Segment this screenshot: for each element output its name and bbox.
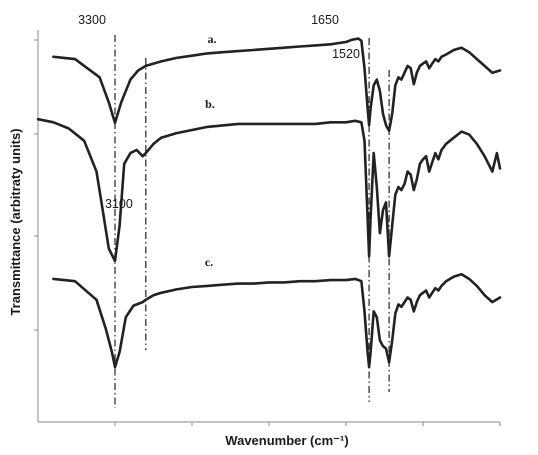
series-3 bbox=[52, 273, 502, 369]
x-axis-label: Wavenumber (cm⁻¹) bbox=[225, 433, 348, 448]
series-label-a: a. bbox=[208, 32, 217, 46]
series-1 bbox=[52, 37, 502, 133]
marker-lines bbox=[114, 35, 390, 408]
series-label-c: c. bbox=[205, 255, 213, 269]
label-group: 3300 3100 1650 1520 a. b. c. Wavenumber … bbox=[8, 13, 360, 448]
spectrum-line bbox=[52, 273, 502, 369]
y-axis-label: Transmittance (arbitraty units) bbox=[8, 128, 23, 315]
spectrum-line bbox=[36, 117, 502, 263]
series-2 bbox=[36, 117, 502, 263]
annotation-3100: 3100 bbox=[105, 197, 133, 211]
spectrum-line bbox=[52, 37, 502, 133]
annotation-1650: 1650 bbox=[311, 13, 339, 27]
annotation-3300: 3300 bbox=[78, 13, 106, 27]
series-label-b: b. bbox=[205, 97, 215, 111]
annotation-1520: 1520 bbox=[332, 47, 360, 61]
axes bbox=[34, 30, 501, 426]
series-group bbox=[36, 37, 502, 369]
